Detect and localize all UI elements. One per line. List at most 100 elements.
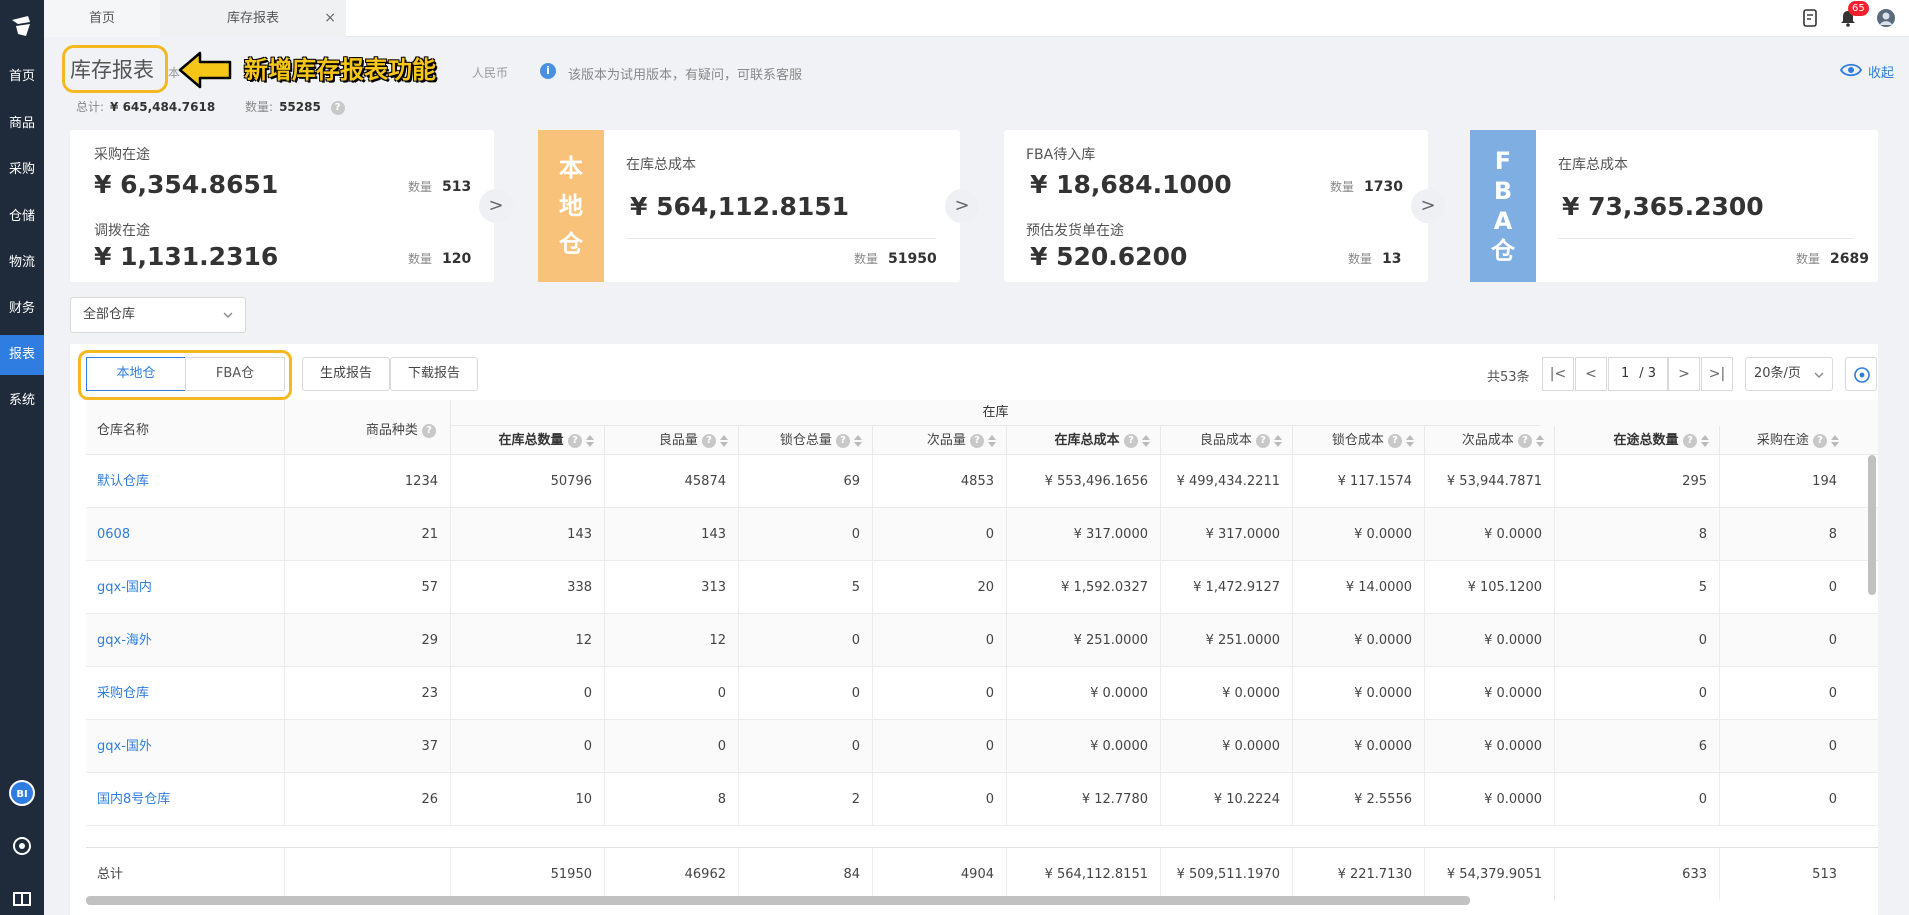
totals-row: 总计 51950 46962 84 4904 ¥ 564,112.8151 ¥ 509,51… [86, 847, 1878, 900]
sort-icon[interactable] [1831, 434, 1839, 447]
tab-inventory-report[interactable]: 库存报表 × [160, 0, 346, 37]
table-cell: ¥ 0.0000 [1424, 614, 1554, 667]
sort-icon[interactable] [1701, 434, 1709, 447]
col-header[interactable]: 锁仓成本 ? [1292, 426, 1424, 455]
next-card-button[interactable]: > [1411, 189, 1445, 223]
help-icon[interactable]: ? [422, 423, 436, 438]
close-icon[interactable]: × [324, 10, 336, 26]
nav-home[interactable]: 首页 [8, 69, 35, 84]
pager-next-button[interactable]: > [1668, 357, 1700, 391]
nav-logistics[interactable]: 物流 [8, 255, 35, 270]
generate-report-button[interactable]: 生成报告 [302, 357, 390, 391]
sort-icon[interactable] [720, 434, 728, 447]
col-header[interactable]: 在途总数量 ? [1554, 426, 1719, 455]
download-report-button[interactable]: 下载报告 [390, 357, 478, 391]
col-header[interactable]: 在库总成本 ? [1006, 426, 1160, 455]
faded-text: 本 [168, 66, 181, 80]
support-icon[interactable] [10, 834, 34, 858]
table-cell: 0 [872, 667, 1006, 720]
pager-last-button[interactable]: >| [1701, 357, 1733, 391]
table-cell: 23 [284, 667, 450, 720]
table-row: gqx-海外 29 12 12 0 0 ¥ 251.0000 ¥ 251.0000 ¥ 0.00… [86, 614, 1878, 667]
chevron-down-icon [1814, 372, 1824, 378]
warehouse-link[interactable]: 默认仓库 [97, 474, 150, 489]
table-cell: 29 [284, 614, 450, 667]
col-header[interactable]: 良品量 ? [604, 426, 738, 455]
table-cell: 57 [284, 561, 450, 614]
table-cell: 0 [1719, 667, 1849, 720]
col-header[interactable]: 次品成本 ? [1424, 426, 1554, 455]
warehouse-link[interactable]: 0608 [97, 527, 131, 542]
nav-products[interactable]: 商品 [8, 116, 35, 131]
help-icon[interactable]: ? [1518, 433, 1532, 448]
warehouse-link[interactable]: gqx-海外 [97, 633, 152, 648]
table-row: gqx-国内 57 338 313 5 20 ¥ 1,592.0327 ¥ 1,472.912… [86, 561, 1878, 614]
next-card-button[interactable]: > [945, 189, 979, 223]
nav-warehouse[interactable]: 仓储 [8, 209, 35, 224]
col-header[interactable]: 良品成本 ? [1160, 426, 1292, 455]
avatar[interactable] [1876, 8, 1896, 28]
help-icon[interactable]: ? [836, 433, 850, 448]
group-in-stock: 在库 [450, 400, 1540, 426]
table-cell: 633 [1554, 848, 1719, 900]
next-card-button[interactable]: > [479, 189, 513, 223]
col-kinds: 商品种类 ? [366, 419, 436, 438]
warehouse-link[interactable]: gqx-国外 [97, 739, 152, 754]
segment-fba[interactable]: FBA仓 [185, 357, 285, 391]
help-icon[interactable]: ? [1813, 433, 1827, 448]
segment-local[interactable]: 本地仓 [86, 357, 186, 391]
col-header[interactable]: 采购在途 ? [1719, 426, 1849, 455]
nav-reports[interactable]: 报表 [0, 335, 44, 375]
info-icon: i [540, 63, 556, 79]
tab-home[interactable]: 首页 [44, 0, 160, 37]
col-header[interactable]: 锁仓总量 ? [738, 426, 872, 455]
eye-icon[interactable] [1840, 63, 1862, 77]
table-cell: ¥ 221.7130 [1292, 848, 1424, 900]
nav-system[interactable]: 系统 [8, 393, 35, 408]
logo-icon [12, 16, 30, 36]
sort-icon[interactable] [1406, 434, 1414, 447]
sort-icon[interactable] [586, 434, 594, 447]
page-input[interactable]: 1/ 3 [1608, 357, 1668, 391]
table-cell: 0 [1719, 720, 1849, 773]
table-cell: 0 [1554, 667, 1719, 720]
vertical-scrollbar[interactable] [1868, 455, 1876, 595]
help-icon[interactable]: ? [970, 433, 984, 448]
help-icon[interactable]: ? [1683, 433, 1697, 448]
sort-icon[interactable] [1274, 434, 1282, 447]
help-icon[interactable]: ? [1388, 433, 1402, 448]
card-qty: 数量 2689 [1796, 251, 1869, 267]
column-settings-button[interactable] [1845, 357, 1877, 391]
help-icon[interactable]: ? [330, 100, 345, 115]
nav-purchase[interactable]: 采购 [8, 162, 35, 177]
page-size-select[interactable]: 20条/页 [1745, 357, 1833, 391]
sort-icon[interactable] [1142, 434, 1150, 447]
nav-finance[interactable]: 财务 [8, 301, 35, 316]
gift-icon[interactable] [10, 884, 34, 908]
card-label: 在库总成本 [1558, 157, 1628, 173]
sort-icon[interactable] [1536, 434, 1544, 447]
card-fba-pending: FBA待入库 ¥ 18,684.1000 数量 1730 预估发货单在途 ¥ 52… [1004, 130, 1428, 282]
document-icon[interactable] [1800, 8, 1820, 28]
warehouse-link[interactable]: 国内8号仓库 [97, 792, 171, 807]
pager-first-button[interactable]: |< [1542, 357, 1574, 391]
help-icon[interactable]: ? [568, 433, 582, 448]
col-header[interactable]: 次品量 ? [872, 426, 1006, 455]
help-icon[interactable]: ? [1124, 433, 1138, 448]
warehouse-select[interactable]: 全部仓库 [70, 297, 246, 333]
qty-label: 数量: [245, 100, 274, 114]
divider [626, 238, 936, 239]
warehouse-link[interactable]: gqx-国内 [97, 580, 152, 595]
sort-icon[interactable] [854, 434, 862, 447]
collapse-button[interactable]: 收起 [1868, 66, 1895, 81]
help-icon[interactable]: ? [1256, 433, 1270, 448]
bi-button[interactable]: BI [9, 780, 35, 806]
col-header[interactable]: 在库总数量 ? [450, 426, 604, 455]
horizontal-scrollbar[interactable] [86, 896, 1470, 905]
warehouse-link[interactable]: 采购仓库 [97, 686, 150, 701]
table-cell [284, 848, 450, 900]
sort-icon[interactable] [988, 434, 996, 447]
help-icon[interactable]: ? [702, 433, 716, 448]
pager-prev-button[interactable]: < [1575, 357, 1607, 391]
